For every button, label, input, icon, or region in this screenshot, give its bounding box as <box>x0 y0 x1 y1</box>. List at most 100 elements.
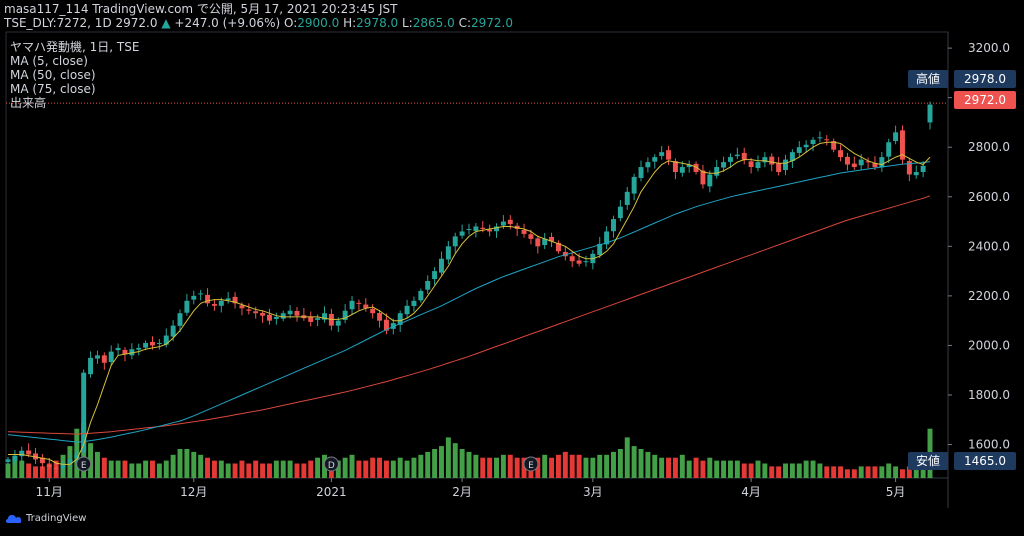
candle-body <box>122 349 128 355</box>
candle-body <box>94 355 100 359</box>
volume-bar <box>514 457 520 478</box>
volume-bar <box>645 451 651 478</box>
volume-bar <box>101 457 107 478</box>
legend-volume[interactable]: 出来高 <box>10 96 47 110</box>
candle-body <box>377 312 383 321</box>
candle-body <box>191 295 197 300</box>
candle-body <box>844 156 850 165</box>
candle-body <box>762 157 768 163</box>
candle-body <box>886 142 892 157</box>
volume-bar <box>232 463 238 478</box>
volume-bar <box>555 454 561 478</box>
volume-bar <box>143 460 149 478</box>
volume-bar <box>755 460 761 478</box>
volume-bar <box>693 457 699 478</box>
candle-body <box>294 310 300 316</box>
candle-body <box>287 310 293 315</box>
volume-bar <box>865 466 871 478</box>
legend-ma75[interactable]: MA (75, close) <box>10 82 96 96</box>
volume-bar <box>583 457 589 478</box>
candle-body <box>239 305 245 309</box>
volume-bar <box>315 457 321 478</box>
candle-body <box>865 161 871 163</box>
y-tick-label: 3200.0 <box>968 41 1010 55</box>
volume-bar <box>239 460 245 478</box>
volume-bar <box>390 460 396 478</box>
candle-body <box>26 450 32 455</box>
candle-body <box>425 281 431 290</box>
tradingview-cloud-icon <box>6 514 22 523</box>
volume-bar <box>487 457 493 478</box>
candle-body <box>349 300 355 310</box>
volume-bar <box>838 466 844 478</box>
volume-bar <box>597 454 603 478</box>
candle-body <box>356 302 362 304</box>
volume-bar <box>335 460 341 478</box>
candle-body <box>583 261 589 263</box>
candle-body <box>528 234 534 239</box>
volume-bar <box>184 449 190 478</box>
volume-bar <box>370 457 376 478</box>
candle-body <box>459 231 465 236</box>
candle-body <box>74 454 80 459</box>
candle-body <box>714 167 720 176</box>
open-label: O: <box>283 16 298 30</box>
event-marker-label: D <box>328 461 335 471</box>
legend-ma50[interactable]: MA (50, close) <box>10 68 96 82</box>
candle-body <box>535 238 541 247</box>
candle-body <box>810 139 816 144</box>
candle-body <box>177 313 183 326</box>
y-tick-label: 2400.0 <box>968 239 1010 253</box>
candle-body <box>266 314 272 321</box>
event-marker <box>76 456 92 472</box>
low-label-box <box>908 452 948 470</box>
price-chart[interactable]: 1600.0 1800.0 2000.0 2200.0 2400.0 2600.0 2800… <box>0 0 1024 508</box>
candle-body <box>232 296 238 304</box>
volume-bar <box>156 463 162 478</box>
volume-bar <box>452 443 458 478</box>
candle-body <box>198 293 204 295</box>
candle-body <box>452 236 458 247</box>
volume-bar <box>287 460 293 478</box>
tradingview-logo[interactable]: TradingView <box>6 513 86 524</box>
volume-bar <box>727 460 733 478</box>
candle-body <box>755 162 761 169</box>
volume-bar <box>872 466 878 478</box>
volume-bar <box>769 466 775 478</box>
candle-body <box>693 163 699 172</box>
candle-body <box>741 152 747 160</box>
legend-ma5[interactable]: MA (5, close) <box>10 54 88 68</box>
volume-bar <box>714 460 720 478</box>
volume-bar <box>741 463 747 478</box>
volume-bar <box>734 460 740 478</box>
candle-body <box>562 252 568 257</box>
candle-body <box>218 300 224 306</box>
candle-body <box>734 154 740 157</box>
volume-bar <box>439 446 444 478</box>
candle-body <box>645 162 651 168</box>
volume-bar <box>590 457 596 478</box>
volume-bar <box>12 457 18 478</box>
candle-body <box>913 171 919 176</box>
candle-body <box>163 335 169 345</box>
candle-body <box>838 150 844 158</box>
volume-bar <box>225 463 231 478</box>
volume-bar <box>762 463 768 478</box>
candle-body <box>246 309 252 311</box>
high-value-box <box>954 70 1016 88</box>
volume-bar <box>356 460 362 478</box>
volume-bar <box>542 454 548 478</box>
volume-bar <box>900 469 905 478</box>
volume-bar <box>33 466 38 478</box>
candle-body <box>308 316 314 322</box>
candle-body <box>363 304 369 309</box>
candle-body <box>432 271 438 280</box>
candle-body <box>611 219 616 232</box>
volume-bar <box>432 449 438 478</box>
volume-bar <box>383 460 389 478</box>
volume-bar <box>604 454 610 478</box>
volume-bar <box>576 454 582 478</box>
low-value-box <box>954 452 1016 470</box>
volume-bar <box>342 457 348 478</box>
candle-body <box>480 227 486 229</box>
